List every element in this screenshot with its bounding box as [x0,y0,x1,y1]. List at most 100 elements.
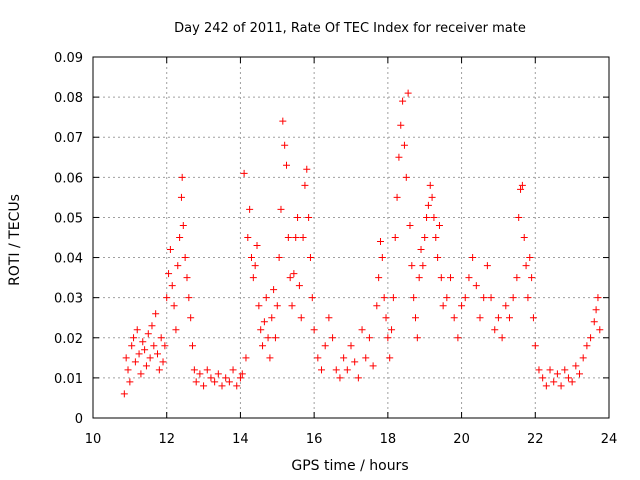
data-point [176,234,184,241]
data-point [301,181,309,189]
data-point [450,314,458,322]
data-point [249,274,257,282]
x-tick-label: 24 [601,432,618,447]
data-point [458,302,466,310]
data-point [238,370,246,378]
data-point [513,274,521,282]
data-point [465,274,473,282]
data-point [240,169,248,177]
data-point [522,262,530,270]
data-point [192,378,200,386]
data-point [144,330,152,338]
data-point [542,382,550,390]
data-point [594,294,602,302]
data-point [395,153,403,161]
data-point [373,302,381,310]
data-point [290,270,298,278]
data-point [229,366,237,374]
data-point [314,354,322,362]
data-point [247,254,255,262]
data-point [419,262,427,270]
y-tick-label: 0.06 [54,171,83,186]
data-point [277,205,285,213]
data-point [568,378,576,386]
axis-ticks: 10 12 14 16 18 20 22 24 0 0.01 0.02 0.03 0.04 0.05 0.0… [54,51,617,447]
data-point [461,294,469,302]
plot-frame [92,56,610,419]
data-point [439,302,447,310]
data-point [421,234,429,241]
data-point [434,254,442,262]
data-point [139,338,147,346]
data-point [382,314,390,322]
data-point [378,254,386,262]
chart-title: Day 242 of 2011, Rate Of TEC Index for r… [174,21,526,36]
y-tick-label: 0.05 [54,211,83,226]
data-point [583,342,591,350]
data-point [128,342,136,350]
data-point [170,302,178,310]
data-point [347,342,355,350]
data-point [426,181,434,189]
data-point [259,342,267,350]
data-point [386,354,394,362]
data-point [146,354,154,362]
data-point [262,294,270,302]
data-point [283,161,290,169]
data-point [137,370,145,378]
data-point [515,213,523,221]
data-point [424,201,432,209]
data-point [362,354,370,362]
data-point [410,294,418,302]
data-point [253,242,261,250]
data-point [340,354,348,362]
data-point [233,382,241,390]
x-tick-label: 14 [232,432,249,447]
data-point [135,350,143,358]
data-point [306,254,314,262]
data-point [183,274,191,282]
data-point [472,282,480,290]
data-point [189,342,197,350]
data-point [292,234,300,241]
y-tick-label: 0 [75,412,83,427]
data-point [332,366,340,374]
data-point [207,374,215,382]
data-point [336,374,344,382]
data-point [494,314,502,322]
data-point [399,97,407,105]
data-point [531,342,539,350]
data-point [391,234,399,241]
data-point [380,294,388,302]
data-point [295,282,303,290]
data-point [351,358,359,366]
data-point [325,314,333,322]
data-point [572,362,580,370]
data-point [428,193,436,201]
data-point [120,390,128,398]
data-point [329,334,337,342]
data-point [168,282,176,290]
data-point [294,213,302,221]
data-point [476,314,484,322]
y-tick-label: 0.04 [54,252,83,267]
data-point [159,358,167,366]
data-point [141,346,149,354]
data-point [181,254,189,262]
data-point [266,354,274,362]
data-point [576,370,584,378]
data-point [524,294,532,302]
data-point [469,254,477,262]
data-point [454,334,462,342]
data-point [255,302,263,310]
data-point [579,354,587,362]
data-point [275,254,283,262]
data-point [393,193,401,201]
data-point [408,262,416,270]
data-point [225,378,233,386]
data-point [305,213,313,221]
data-point [172,326,180,334]
data-point [268,314,276,322]
data-point [218,382,226,390]
data-point [166,246,174,254]
